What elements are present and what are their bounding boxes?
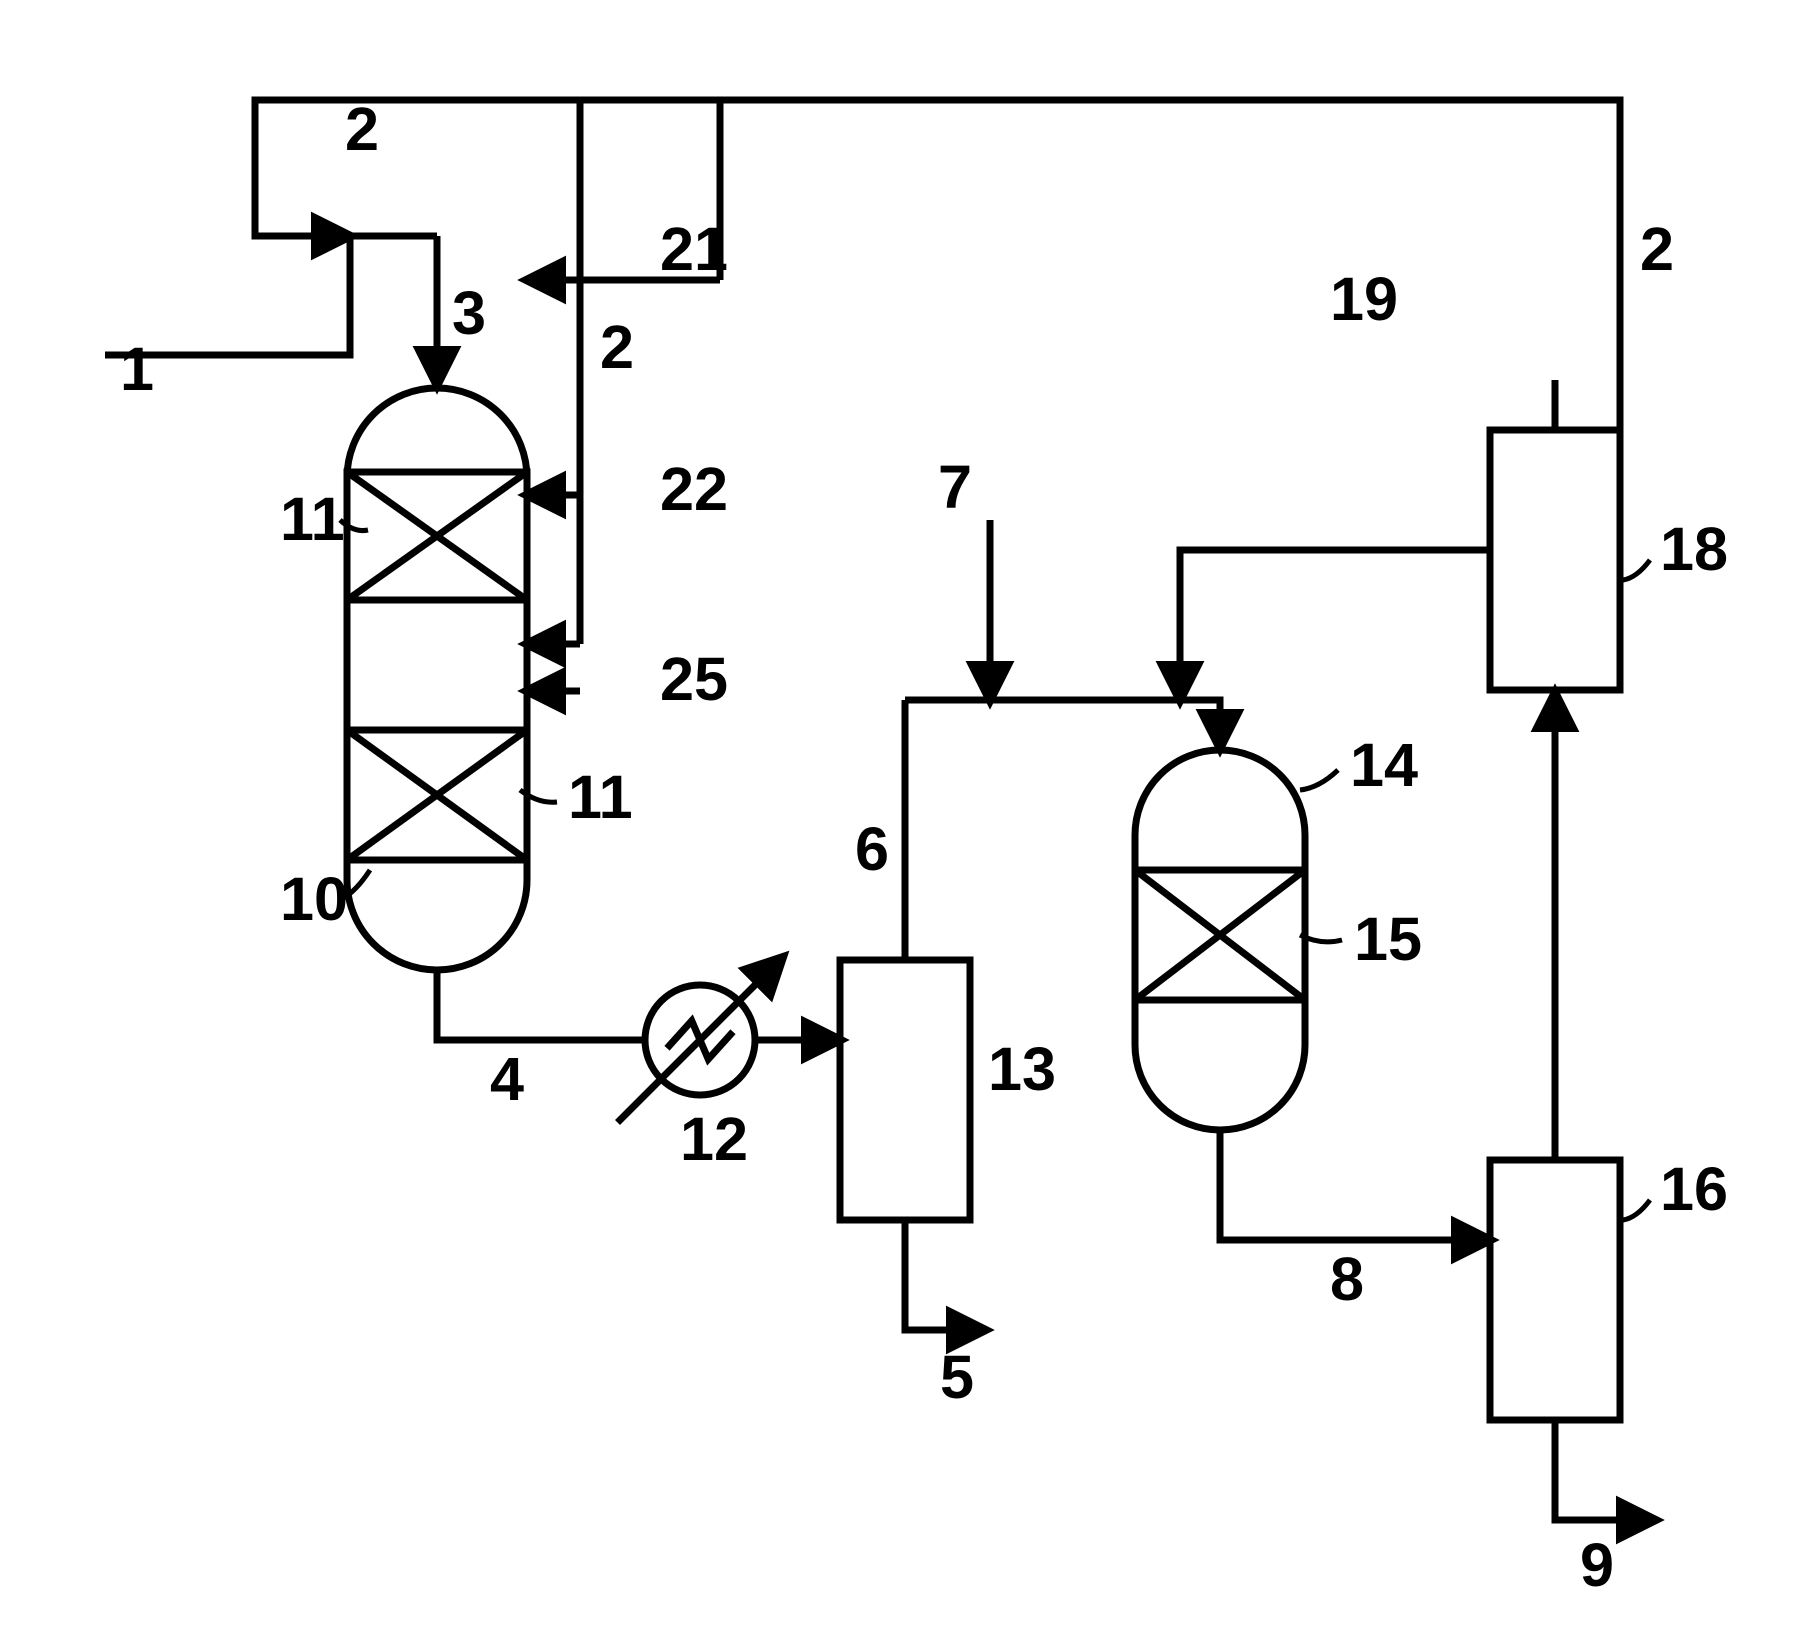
label-16: 16 [1660,1155,1728,1223]
process-flow-diagram: 1345678910121314151618192122252221111 [0,0,1805,1646]
label-10: 10 [280,865,348,933]
label-9: 9 [1580,1531,1614,1599]
label-7: 7 [938,453,972,521]
label-8: 8 [1330,1245,1364,1313]
diagram-layer: 1345678910121314151618192122252221111 [105,95,1728,1599]
label-18: 18 [1660,515,1728,583]
label-5: 5 [940,1343,974,1411]
label-19: 19 [1330,265,1398,333]
label-11b: 11 [568,763,633,831]
label-22: 22 [660,455,728,523]
label-1: 1 [120,335,154,403]
label-15: 15 [1354,905,1422,973]
label-4: 4 [490,1045,524,1113]
label-2c: 2 [1640,215,1674,283]
label-2b: 2 [600,313,634,381]
label-12: 12 [680,1105,748,1173]
label-14: 14 [1350,731,1418,799]
label-25: 25 [660,645,728,713]
label-21: 21 [660,215,728,283]
label-11a: 11 [280,485,345,553]
label-13: 13 [988,1035,1056,1103]
label-2a: 2 [345,95,379,163]
label-6: 6 [855,815,889,883]
label-3: 3 [452,279,486,347]
